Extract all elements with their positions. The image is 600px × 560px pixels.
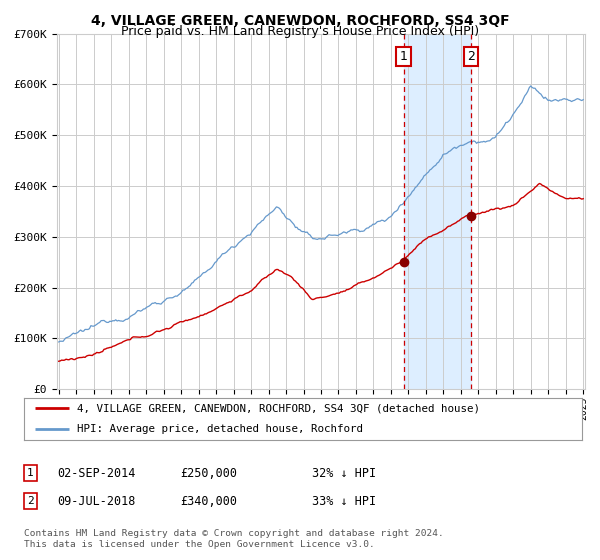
Text: £250,000: £250,000: [180, 466, 237, 480]
Text: 2: 2: [467, 50, 475, 63]
Text: 1: 1: [27, 468, 34, 478]
Text: HPI: Average price, detached house, Rochford: HPI: Average price, detached house, Roch…: [77, 424, 363, 434]
Text: Price paid vs. HM Land Registry's House Price Index (HPI): Price paid vs. HM Land Registry's House …: [121, 25, 479, 38]
Text: 33% ↓ HPI: 33% ↓ HPI: [312, 494, 376, 508]
Text: 09-JUL-2018: 09-JUL-2018: [57, 494, 136, 508]
Text: 02-SEP-2014: 02-SEP-2014: [57, 466, 136, 480]
Bar: [404, 34, 471, 389]
Text: 4, VILLAGE GREEN, CANEWDON, ROCHFORD, SS4 3QF: 4, VILLAGE GREEN, CANEWDON, ROCHFORD, SS…: [91, 14, 509, 28]
Text: 4, VILLAGE GREEN, CANEWDON, ROCHFORD, SS4 3QF (detached house): 4, VILLAGE GREEN, CANEWDON, ROCHFORD, SS…: [77, 403, 480, 413]
Text: Contains HM Land Registry data © Crown copyright and database right 2024.
This d: Contains HM Land Registry data © Crown c…: [24, 529, 444, 549]
Text: 1: 1: [400, 50, 407, 63]
Text: 32% ↓ HPI: 32% ↓ HPI: [312, 466, 376, 480]
Text: 2: 2: [27, 496, 34, 506]
Text: £340,000: £340,000: [180, 494, 237, 508]
